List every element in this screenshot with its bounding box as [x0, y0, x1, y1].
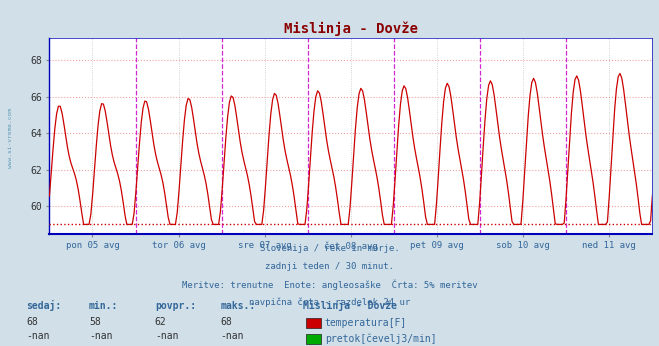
- Text: -nan: -nan: [221, 331, 244, 341]
- Text: Mislinja - Dovže: Mislinja - Dovže: [303, 300, 397, 311]
- Text: Slovenija / reke in morje.: Slovenija / reke in morje.: [260, 244, 399, 253]
- Text: navpična črta - razdelek 24 ur: navpična črta - razdelek 24 ur: [249, 298, 410, 307]
- Text: pretok[čevelj3/min]: pretok[čevelj3/min]: [325, 334, 436, 344]
- Text: -nan: -nan: [89, 331, 113, 341]
- Text: sedaj:: sedaj:: [26, 300, 61, 311]
- Text: 58: 58: [89, 317, 101, 327]
- Text: www.si-vreme.com: www.si-vreme.com: [8, 108, 13, 169]
- Text: 68: 68: [26, 317, 38, 327]
- Text: povpr.:: povpr.:: [155, 301, 196, 311]
- Text: 68: 68: [221, 317, 233, 327]
- Text: 62: 62: [155, 317, 167, 327]
- Text: min.:: min.:: [89, 301, 119, 311]
- Title: Mislinja - Dovže: Mislinja - Dovže: [284, 21, 418, 36]
- Text: zadnji teden / 30 minut.: zadnji teden / 30 minut.: [265, 262, 394, 271]
- Text: -nan: -nan: [155, 331, 179, 341]
- Text: maks.:: maks.:: [221, 301, 256, 311]
- Text: -nan: -nan: [26, 331, 50, 341]
- Text: Meritve: trenutne  Enote: angleosaške  Črta: 5% meritev: Meritve: trenutne Enote: angleosaške Črt…: [182, 280, 477, 290]
- Text: temperatura[F]: temperatura[F]: [325, 318, 407, 328]
